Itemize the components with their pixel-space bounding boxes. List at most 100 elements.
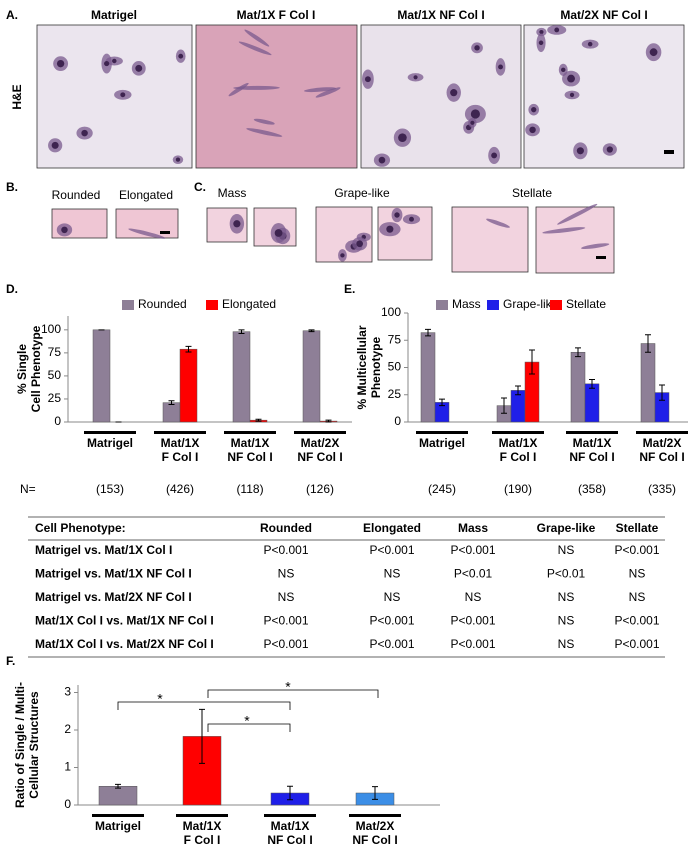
category-underline: [294, 431, 346, 434]
table-header: Mass: [458, 521, 488, 535]
bar: [179, 348, 198, 423]
cell: [238, 41, 272, 56]
table-header: Stellate: [616, 521, 659, 535]
y-tick-label: 100: [41, 322, 61, 336]
error-bar: [238, 329, 245, 335]
y-tick-label: 100: [381, 305, 401, 319]
stain-label: H&E: [10, 84, 24, 109]
table-cell: P<0.001: [263, 614, 308, 628]
error-bar: [199, 708, 205, 764]
y-axis-label: % SingleCell Phenotype: [15, 325, 43, 412]
significance-bracket: [207, 689, 379, 698]
error-bar: [185, 345, 192, 353]
cell: [542, 227, 586, 234]
nucleus: [491, 152, 498, 159]
cell: [244, 29, 270, 47]
micrograph: [451, 206, 529, 273]
panel-label: B.: [6, 180, 18, 194]
nucleus: [81, 129, 88, 137]
error-bar: [645, 334, 651, 353]
nucleus: [175, 157, 181, 162]
n-value: (153): [96, 482, 124, 496]
table-cell: P<0.001: [450, 543, 495, 557]
cell: [233, 85, 280, 90]
nucleus: [274, 229, 283, 237]
legend-swatch: [122, 300, 134, 310]
y-tick-label: 3: [64, 685, 71, 699]
nucleus: [104, 60, 110, 67]
legend-swatch: [550, 300, 562, 310]
nucleus: [538, 40, 544, 46]
x-tick-label: Mat/2X NF Col I: [352, 819, 397, 847]
nucleus: [61, 226, 68, 234]
error-bar: [659, 384, 665, 401]
table-cell: Matrigel vs. Mat/1X Col I: [35, 543, 172, 557]
n-value: (335): [648, 482, 676, 496]
table-cell: Matrigel vs. Mat/1X NF Col I: [35, 567, 192, 581]
x-tick-label: Mat/1X NF Col I: [569, 436, 614, 464]
error-bar: [325, 419, 332, 423]
y-tick-label: 75: [48, 345, 62, 359]
bar: [420, 332, 436, 423]
category-underline: [84, 431, 136, 434]
bar: [584, 383, 600, 423]
y-tick-label: 50: [48, 368, 62, 382]
table-cell: NS: [558, 637, 575, 651]
nucleus: [529, 126, 536, 134]
image-title: Mat/2X NF Col I: [560, 8, 647, 22]
table-cell: P<0.001: [450, 637, 495, 651]
significance-bracket: [117, 701, 291, 710]
example-label: Mass: [218, 186, 247, 200]
table-header: Cell Phenotype:: [35, 521, 126, 535]
category-underline: [92, 814, 144, 817]
x-tick-label: Mat/1X F Col I: [183, 819, 222, 847]
panel-label: D.: [6, 282, 18, 296]
micrograph: [535, 206, 615, 274]
table-cell: Matrigel vs. Mat/2X NF Col I: [35, 590, 192, 604]
error-bar: [115, 783, 121, 789]
nucleus: [567, 74, 575, 83]
y-tick-label: 50: [388, 360, 402, 374]
nucleus: [51, 141, 59, 149]
x-tick-label: Mat/2X NF Col I: [297, 436, 342, 464]
table-cell: P<0.001: [369, 614, 414, 628]
nucleus: [409, 216, 414, 222]
error-bar: [529, 349, 535, 375]
legend-label: Rounded: [138, 297, 187, 311]
legend-swatch: [487, 300, 499, 310]
significance-label: *: [244, 713, 250, 729]
nucleus: [356, 240, 363, 248]
y-tick-label: 75: [388, 332, 402, 346]
bar: [98, 786, 138, 806]
category-underline: [349, 814, 401, 817]
example-label: Stellate: [512, 186, 552, 200]
cell: [581, 243, 610, 250]
table-cell: NS: [629, 590, 646, 604]
y-tick-label: 2: [64, 722, 71, 736]
legend-swatch: [436, 300, 448, 310]
panel-label: E.: [344, 282, 355, 296]
scale-bar: [664, 150, 674, 154]
panel-label: C.: [194, 180, 206, 194]
cell: [303, 87, 337, 93]
y-tick-label: 25: [48, 391, 62, 405]
nucleus: [398, 133, 407, 142]
x-tick-label: Matrigel: [419, 436, 465, 450]
n-value: (118): [236, 482, 263, 496]
significance-bracket: [207, 723, 291, 732]
nucleus: [474, 45, 480, 51]
category-underline: [492, 431, 544, 434]
error-bar: [515, 385, 521, 396]
micrograph: [360, 24, 522, 169]
nucleus: [470, 120, 475, 125]
table-cell: Mat/1X Col I vs. Mat/1X NF Col I: [35, 614, 214, 628]
nucleus: [450, 89, 458, 97]
example-label: Elongated: [119, 188, 173, 202]
nucleus: [498, 64, 503, 70]
example-label: Rounded: [52, 188, 101, 202]
category-underline: [224, 431, 276, 434]
nucleus: [569, 92, 575, 98]
panel-label: F.: [6, 654, 15, 668]
category-underline: [566, 431, 618, 434]
nucleus: [606, 146, 613, 153]
